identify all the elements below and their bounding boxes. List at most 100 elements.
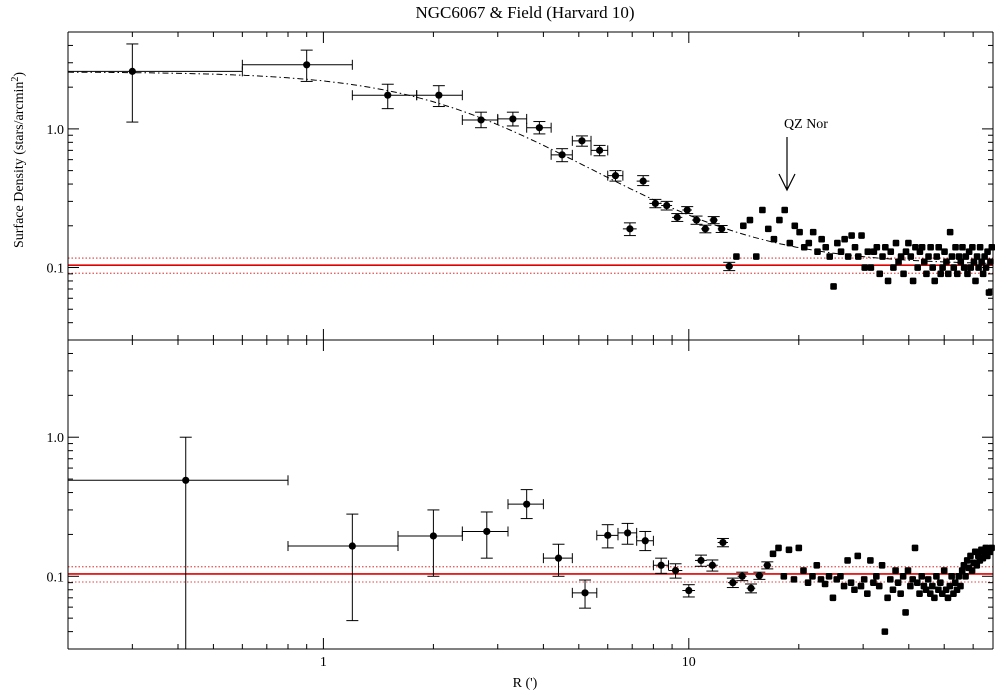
panel-upper-y-tick-label-1: 1.0 (47, 123, 65, 138)
panel-upper-marker-8 (578, 137, 586, 145)
panel-lower-scatter-point-11 (821, 580, 829, 588)
panel-lower-scatter-point-47 (924, 576, 932, 583)
panel-lower-scatter-point-27 (875, 582, 883, 590)
panel-lower-scatter-point-39 (907, 582, 914, 590)
panel-lower-scatter-point-63 (955, 572, 963, 580)
panel-lower-scatter-point-59 (948, 572, 955, 580)
panel-lower-scatter-point-18 (847, 579, 855, 586)
panel-lower-scatter-point-32 (889, 586, 897, 594)
panel-upper-scatter-point-70 (957, 258, 965, 266)
panel-lower-scatter-point-3 (785, 546, 793, 554)
panel-upper-marker-12 (639, 177, 647, 185)
panel-upper-scatter-point-54 (927, 243, 934, 251)
panel-upper-scatter-point-58 (935, 243, 943, 251)
panel-lower-scatter-point-61 (951, 579, 959, 586)
panel-upper-scatter-point-32 (873, 243, 881, 251)
panel-upper-marker-7 (558, 151, 566, 159)
panel-upper-data-point-12 (636, 175, 650, 187)
panel-lower-marker-8 (624, 529, 632, 537)
panel-upper-scatter-point-13 (805, 239, 813, 247)
panel-upper-scatter-point-63 (944, 270, 952, 278)
panel-lower-marker-19 (755, 572, 763, 580)
panel-upper-data-point-19 (707, 216, 720, 225)
y-axis-label-close: ) (12, 72, 27, 77)
panel-upper-scatter-point-28 (861, 264, 869, 271)
panel-lower-scatter-point-58 (946, 582, 954, 590)
panel-lower-data-point-14 (706, 559, 719, 572)
panel-upper-scatter-point-10 (791, 222, 799, 230)
panel-upper-scatter-point-78 (970, 258, 978, 266)
panel-upper-scatter-point-79 (972, 277, 979, 285)
panel-lower-data-point-17 (736, 571, 749, 582)
panel-lower-scatter-point-51 (933, 572, 940, 580)
panel-lower-scatter-point-38 (904, 567, 912, 574)
panel-upper-scatter-point-66 (950, 264, 958, 271)
panel-upper-scatter-point-45 (907, 253, 915, 260)
panel-lower-data-point-16 (726, 577, 739, 589)
panel-upper-scatter-point-35 (882, 243, 889, 251)
panel-lower-scatter-point-30 (884, 594, 891, 602)
qz-nor-arrow (778, 137, 796, 192)
y-axis-label: Surface Density (stars/arcmin2) (10, 72, 27, 248)
panel-lower-scatter-point-84 (988, 544, 995, 552)
panel-upper-data-point-7 (550, 148, 573, 163)
king-profile-fit (67, 71, 994, 264)
y-axis-label-superscript: 2 (10, 77, 21, 82)
panel-upper-data-point-21 (723, 261, 736, 272)
panel-lower-marker-1 (348, 542, 356, 550)
panel-upper-scatter-point-15 (814, 248, 821, 256)
panel-upper-marker-21 (725, 262, 733, 270)
panel-upper-scatter-point-81 (975, 264, 982, 271)
panel-upper-scatter-point-22 (841, 235, 848, 243)
panel-upper-scatter-point-3 (752, 253, 760, 260)
panel-upper-scatter-point-42 (900, 270, 907, 278)
panel-lower-scatter-point-24 (867, 557, 874, 564)
panel-upper-marker-14 (663, 201, 671, 210)
panel-upper-scatter-point-48 (914, 264, 921, 271)
panel-upper-scatter-point-74 (964, 270, 971, 278)
panel-lower-scatter-point-49 (929, 582, 936, 590)
panel-lower-data-point-19 (753, 571, 766, 580)
panel-lower-scatter-point-21 (857, 582, 865, 590)
panel-lower-marker-11 (671, 566, 680, 575)
panel-upper-data-point-18 (699, 224, 712, 234)
panel-upper-scatter-point-20 (834, 239, 841, 247)
panel-lower-scatter-point-22 (860, 576, 868, 583)
panel-upper-scatter-point-7 (776, 216, 783, 224)
panel-upper-scatter-point-21 (837, 248, 845, 256)
panel-upper-scatter-point-2 (746, 216, 754, 224)
panel-upper-scatter-point-40 (895, 258, 902, 266)
panel-upper-scatter-point-5 (764, 225, 772, 233)
panel-upper-marker-19 (710, 216, 718, 224)
panel-lower-scatter-point-64 (957, 582, 964, 590)
panel-lower-scatter-point-28 (878, 561, 886, 569)
panel-lower-scatter-point-15 (837, 572, 844, 580)
panel-upper-scatter-point-19 (830, 283, 837, 290)
panel-lower-scatter-point-13 (829, 594, 837, 602)
panel-upper-scatter-point-41 (897, 253, 905, 260)
panel-upper-data-point-9 (590, 144, 609, 157)
panel-lower-scatter-point-57 (944, 594, 952, 602)
panel-upper-scatter-point-90 (988, 243, 995, 251)
panel-upper-data-point-8 (571, 135, 592, 147)
panel-upper-scatter-point-51 (920, 258, 928, 266)
panel-lower-marker-4 (523, 500, 531, 508)
panel-upper-scatter-point-69 (955, 253, 963, 260)
panel-lower-scatter-point-33 (892, 567, 899, 574)
panel-upper-scatter-point-37 (887, 248, 895, 256)
panel-lower-marker-15 (719, 538, 727, 547)
panel-lower-data-point-10 (652, 557, 670, 574)
panel-lower-marker-2 (429, 532, 437, 540)
panel-upper-marker-3 (435, 91, 443, 99)
panel-upper-king-fit-curve (67, 71, 994, 264)
panel-upper-scatter-point-55 (929, 264, 936, 271)
panel-upper-scatter-point-17 (822, 243, 830, 251)
panel-lower-scatter-point-4 (790, 576, 798, 583)
panel-lower-marker-17 (738, 572, 746, 580)
panel-upper-scatter-point-25 (851, 243, 859, 251)
panel-lower-marker-16 (729, 579, 737, 587)
panel-upper-scatter-point-76 (967, 264, 975, 271)
panel-lower-marker-18 (747, 584, 755, 592)
panel-upper-data-point-15 (671, 213, 684, 222)
